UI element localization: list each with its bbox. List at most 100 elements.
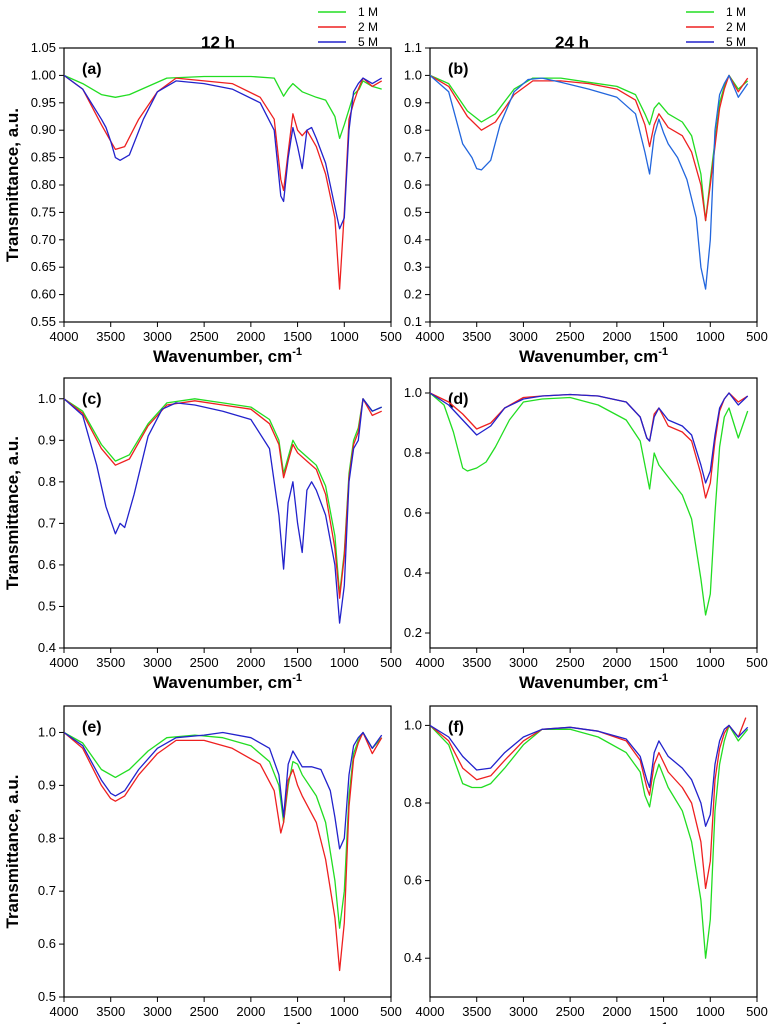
legend-2: 1 M2 M5 M (686, 5, 746, 49)
x-tick-label: 3500 (462, 1004, 491, 1019)
x-tick-label: 3000 (509, 329, 538, 344)
y-tick-label: 0.5 (38, 598, 56, 613)
y-tick-label: 0.55 (31, 314, 56, 329)
plot-frame (429, 705, 758, 998)
x-axis-title: Wavenumber, cm-1 (153, 672, 302, 692)
legend-label: 2 M (726, 20, 746, 34)
legend-label: 5 M (726, 35, 746, 49)
x-tick-label: 2500 (556, 655, 585, 670)
plot-frame (429, 47, 758, 323)
y-tick-label: 0.1 (404, 314, 422, 329)
x-tick-label: 1500 (649, 1004, 678, 1019)
y-tick-label: 0.2 (404, 287, 422, 302)
x-tick-label: 2500 (190, 655, 219, 670)
x-tick-label: 1000 (330, 1004, 359, 1019)
y-tick-label: 0.70 (31, 232, 56, 247)
y-tick-label: 1.0 (38, 724, 56, 739)
y-tick-label: 1.0 (404, 717, 422, 732)
panel-b: 4000 3500 3000 2500 2000 1500 1000 500 0.1 0.2 0.3… (404, 40, 768, 366)
y-tick-label: 0.7 (38, 883, 56, 898)
y-axis-title: Transmittance, a.u. (3, 436, 22, 590)
y-tick-label: 0.7 (38, 515, 56, 530)
legends: 1 M2 M5 M1 M2 M5 M (318, 5, 746, 49)
y-tick-label: 0.6 (404, 873, 422, 888)
x-tick-label: 3500 (462, 655, 491, 670)
x-tick-label: 4000 (416, 329, 445, 344)
x-tick-label: 500 (380, 329, 402, 344)
y-tick-label: 1.1 (404, 40, 422, 55)
x-tick-label: 3500 (96, 329, 125, 344)
series-line-5m (429, 724, 749, 827)
x-tick-label: 3000 (509, 1004, 538, 1019)
x-axis-title: Wavenumber, cm-1 (153, 1021, 302, 1024)
x-axis-title: Wavenumber, cm-1 (519, 672, 668, 692)
series-line-1m (63, 74, 382, 140)
panel-d: 4000 3500 3000 2500 2000 1500 1000 500 0.2 0.4 0.6… (404, 377, 768, 692)
y-tick-label: 0.4 (404, 565, 422, 580)
y-tick-label: 0.2 (404, 625, 422, 640)
series-line-2m (63, 731, 383, 972)
x-tick-label: 2000 (236, 329, 265, 344)
x-tick-label: 4000 (50, 1004, 79, 1019)
panel-label: (c) (82, 391, 102, 408)
x-tick-label: 1500 (283, 655, 312, 670)
x-tick-label: 3500 (96, 1004, 125, 1019)
x-tick-label: 2000 (602, 329, 631, 344)
x-axis-title: Wavenumber, cm-1 (519, 346, 668, 366)
plot-frame (63, 47, 392, 323)
panel-label: (d) (448, 391, 468, 408)
legend-label: 5 M (358, 35, 378, 49)
y-tick-label: 0.6 (38, 557, 56, 572)
x-tick-label: 500 (746, 655, 768, 670)
legend-label: 2 M (358, 20, 378, 34)
panel-c: 4000 3500 3000 2500 2000 1500 1000 500 0.4 0.5 0.6… (3, 377, 402, 692)
y-tick-label: 0.4 (38, 640, 56, 655)
x-tick-label: 4000 (416, 655, 445, 670)
y-tick-label: 0.5 (38, 989, 56, 1004)
x-tick-label: 3000 (143, 329, 172, 344)
y-tick-label: 0.6 (38, 936, 56, 951)
column-title-24h: 24 h (555, 33, 589, 52)
series-line-5m (429, 74, 749, 290)
panel-label: (a) (82, 61, 102, 78)
x-tick-label: 1000 (696, 329, 725, 344)
y-tick-label: 0.8 (404, 795, 422, 810)
x-tick-label: 2000 (236, 1004, 265, 1019)
y-tick-label: 0.80 (31, 177, 56, 192)
series-line-5m (429, 392, 749, 484)
x-tick-label: 3000 (509, 655, 538, 670)
panel-label: (b) (448, 61, 468, 78)
x-tick-label: 1000 (696, 1004, 725, 1019)
x-tick-label: 2500 (556, 329, 585, 344)
x-tick-label: 2000 (236, 655, 265, 670)
y-tick-label: 0.4 (404, 232, 422, 247)
x-tick-label: 1000 (330, 329, 359, 344)
x-tick-label: 4000 (416, 1004, 445, 1019)
y-tick-label: 0.9 (38, 777, 56, 792)
series-line-2m (429, 392, 749, 499)
plot-frame (429, 377, 758, 649)
x-tick-label: 2500 (190, 1004, 219, 1019)
series-line-5m (63, 731, 383, 850)
x-tick-label: 500 (380, 1004, 402, 1019)
series-line-2m (429, 74, 749, 222)
y-tick-label: 0.6 (404, 505, 422, 520)
x-tick-label: 3500 (96, 655, 125, 670)
series-line-2m (63, 74, 383, 290)
y-tick-label: 0.75 (31, 204, 56, 219)
panels: 4000 3500 3000 2500 2000 1500 1000 500 0.55 0.60 0… (3, 40, 768, 1024)
x-tick-label: 2500 (190, 329, 219, 344)
y-tick-label: 0.9 (404, 95, 422, 110)
x-axis-title: Wavenumber, cm-1 (153, 346, 302, 366)
panel-f: 4000 3500 3000 2500 2000 1500 1000 500 0.4 0.6 0.8… (404, 705, 768, 1024)
plot-frame (63, 705, 392, 998)
y-tick-label: 0.8 (38, 830, 56, 845)
y-axis-title: Transmittance, a.u. (3, 108, 22, 262)
panel-e: 4000 3500 3000 2500 2000 1500 1000 500 0.5 0.6 0.7… (3, 705, 402, 1024)
y-tick-label: 0.8 (404, 122, 422, 137)
y-tick-label: 0.6 (404, 177, 422, 192)
y-tick-label: 1.0 (38, 391, 56, 406)
series-line-1m (63, 731, 383, 929)
y-tick-label: 0.8 (404, 445, 422, 460)
y-tick-label: 0.9 (38, 432, 56, 447)
